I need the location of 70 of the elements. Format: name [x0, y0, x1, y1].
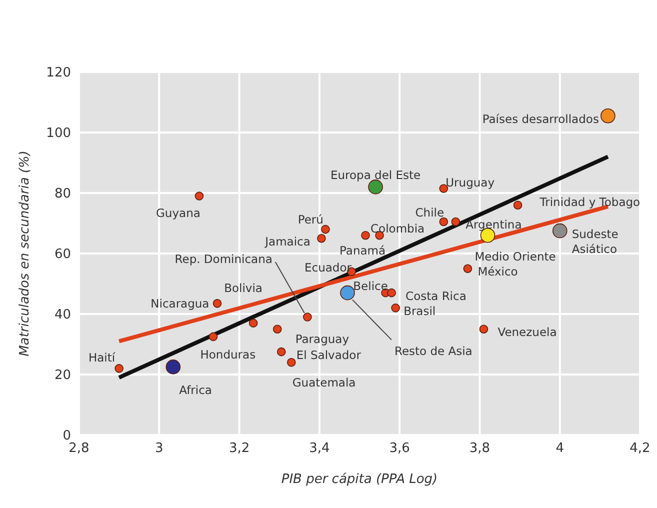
- annotation: Guyana: [156, 206, 200, 220]
- annotation: Haití: [88, 350, 116, 365]
- y-tick-label: 60: [54, 247, 71, 262]
- annotation: Jamaica: [264, 234, 310, 249]
- annotation: Bolivia: [224, 281, 262, 296]
- x-tick-label: 3,2: [228, 441, 250, 456]
- point: [317, 234, 326, 243]
- y-tick-label: 20: [54, 368, 71, 384]
- point: [212, 299, 222, 308]
- point: [463, 264, 472, 274]
- x-tick-label: 4,2: [630, 441, 650, 456]
- x-tick-label: 2,8: [68, 441, 90, 456]
- point: [340, 285, 355, 300]
- point: [368, 180, 383, 194]
- point: [194, 192, 204, 200]
- point: [513, 200, 522, 210]
- point: [451, 217, 460, 226]
- point: [479, 324, 488, 334]
- annotation: Europa del Este: [330, 168, 421, 182]
- annotation: Honduras: [200, 348, 256, 362]
- y-tick-label: 100: [46, 126, 71, 142]
- point: [276, 347, 286, 356]
- annotation: Países desarrollados: [482, 112, 599, 126]
- annotation: Ecuador: [304, 260, 352, 275]
- point: [248, 318, 258, 328]
- point: [208, 332, 218, 342]
- point: [272, 324, 282, 334]
- annotation: Resto de Asia: [394, 344, 472, 358]
- annotation: Medio Oriente: [474, 249, 556, 264]
- annotation: Rep. Dominicana: [174, 252, 272, 266]
- point: [361, 230, 370, 240]
- y-tick-label: 0: [62, 428, 71, 444]
- point: [439, 217, 448, 226]
- point: [286, 358, 296, 367]
- annotation: Africa: [179, 383, 212, 398]
- point: [600, 108, 616, 124]
- annotation: Guatemala: [292, 376, 356, 390]
- point: [303, 312, 312, 322]
- annotation: Argentina: [466, 218, 522, 232]
- y-axis-title: Matriculados en secundaria (%): [18, 150, 33, 356]
- y-tick-label: 80: [54, 186, 71, 202]
- annotation: Panamá: [340, 243, 386, 258]
- annotation: Brasil: [404, 304, 436, 318]
- point: [321, 224, 330, 234]
- annotation: El Salvador: [296, 348, 362, 362]
- y-tick-label: 40: [54, 308, 71, 323]
- annotation: Uruguay: [446, 176, 495, 190]
- point: [114, 364, 124, 373]
- annotation: Trinidad y Tobago: [538, 195, 640, 210]
- x-tick-label: 4: [556, 441, 564, 456]
- y-tick-label: 120: [46, 66, 71, 81]
- annotation: Paraguay: [295, 332, 350, 346]
- annotation: Chile: [415, 206, 444, 220]
- annotation: Perú: [298, 212, 324, 226]
- x-tick-label: 3,6: [389, 441, 410, 456]
- annotation: Costa Rica: [406, 288, 466, 303]
- x-tick-label: 3: [155, 441, 164, 456]
- annotation: Sudeste Asiático: [572, 226, 618, 256]
- x-tick-label: 3,4: [309, 441, 330, 456]
- annotation: Venezuela: [498, 325, 557, 340]
- x-tick-label: 3,8: [469, 441, 490, 456]
- point: [387, 288, 396, 298]
- annotation: Colombia: [370, 221, 425, 236]
- x-axis-title: PIB per cápita (PPA Log): [281, 472, 438, 487]
- point: [166, 360, 181, 374]
- annotation: México: [478, 264, 518, 279]
- point: [391, 304, 400, 312]
- annotation: Belice: [353, 278, 388, 293]
- annotation: Nicaragua: [150, 296, 210, 311]
- point: [552, 223, 568, 238]
